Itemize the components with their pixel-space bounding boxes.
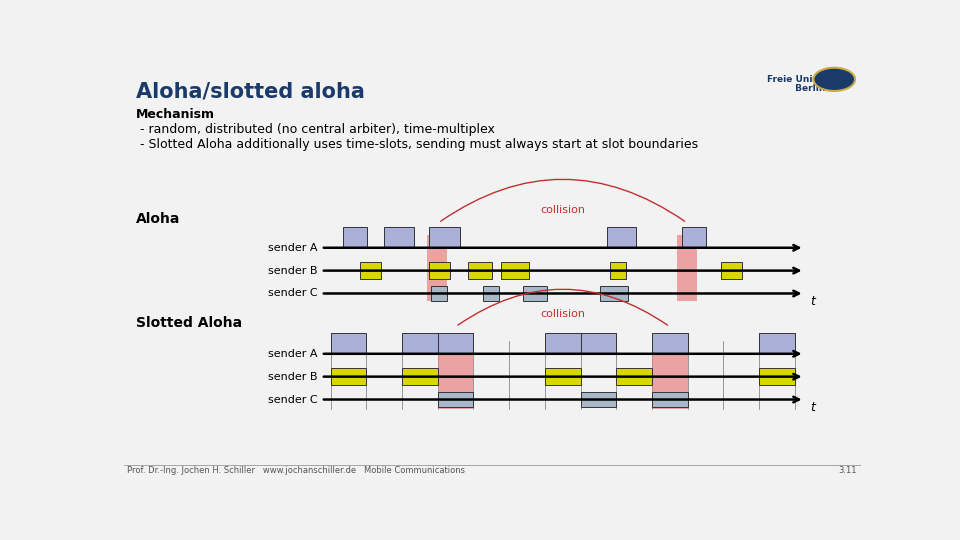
Text: t: t: [810, 401, 815, 414]
Bar: [610, 262, 626, 279]
Bar: [344, 227, 367, 248]
Text: Prof. Dr.-Ing. Jochen H. Schiller   www.jochanschiller.de   Mobile Communication: Prof. Dr.-Ing. Jochen H. Schiller www.jo…: [128, 465, 466, 475]
Circle shape: [813, 68, 855, 91]
Text: sender B: sender B: [268, 372, 317, 382]
Bar: [426, 235, 447, 301]
Text: sender A: sender A: [268, 243, 317, 253]
Text: 3.11: 3.11: [838, 465, 856, 475]
Bar: [652, 341, 687, 409]
Bar: [438, 392, 473, 407]
Text: t: t: [810, 295, 815, 308]
Bar: [677, 235, 697, 301]
Text: Mechanism: Mechanism: [136, 109, 215, 122]
Bar: [545, 333, 581, 354]
Bar: [431, 286, 447, 301]
Text: - Slotted Aloha additionally uses time-slots, sending must always start at slot : - Slotted Aloha additionally uses time-s…: [136, 138, 699, 151]
Bar: [759, 333, 795, 354]
Bar: [483, 286, 499, 301]
Bar: [438, 341, 473, 409]
Bar: [682, 227, 706, 248]
Bar: [384, 227, 414, 248]
Bar: [402, 333, 438, 354]
Bar: [759, 368, 795, 385]
Bar: [438, 333, 473, 354]
Bar: [468, 262, 492, 279]
Text: Berlin: Berlin: [767, 84, 826, 92]
Bar: [429, 227, 460, 248]
Text: collision: collision: [540, 309, 586, 319]
Bar: [402, 368, 438, 385]
Bar: [360, 262, 381, 279]
Bar: [581, 333, 616, 354]
Bar: [501, 262, 529, 279]
Bar: [581, 392, 616, 407]
Bar: [608, 227, 636, 248]
Bar: [721, 262, 742, 279]
Bar: [616, 368, 652, 385]
Text: Freie Universität: Freie Universität: [767, 75, 852, 84]
Text: Slotted Aloha: Slotted Aloha: [136, 315, 243, 329]
Text: sender C: sender C: [268, 395, 317, 404]
Text: - random, distributed (no central arbiter), time-multiplex: - random, distributed (no central arbite…: [136, 123, 495, 136]
Text: sender B: sender B: [268, 266, 317, 275]
Bar: [545, 368, 581, 385]
Text: sender A: sender A: [268, 349, 317, 359]
Bar: [429, 262, 449, 279]
Text: collision: collision: [540, 205, 586, 215]
Text: Aloha: Aloha: [136, 212, 180, 226]
Bar: [652, 392, 687, 407]
Bar: [600, 286, 628, 301]
Bar: [330, 333, 367, 354]
Bar: [523, 286, 547, 301]
Text: Aloha/slotted aloha: Aloha/slotted aloha: [136, 82, 365, 102]
Bar: [652, 333, 687, 354]
Text: sender C: sender C: [268, 288, 317, 299]
Bar: [330, 368, 367, 385]
